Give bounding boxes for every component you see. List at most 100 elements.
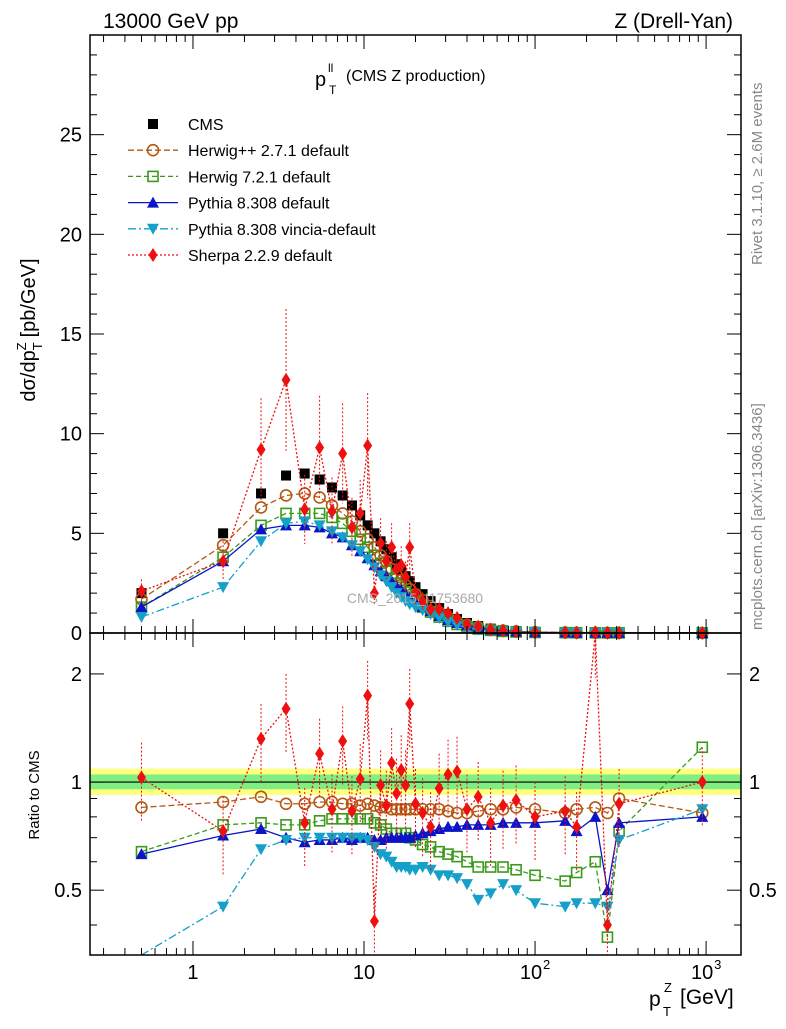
ratio-point — [572, 819, 582, 834]
ratio-ytick-label-right: 1 — [749, 772, 760, 794]
ratio-point — [418, 806, 428, 821]
ratio-point — [529, 898, 542, 910]
ratio-point — [327, 802, 337, 817]
data-point — [336, 532, 349, 544]
ratio-point — [217, 901, 230, 913]
series-herwig-7-2-1-default — [135, 507, 709, 639]
ratio-point — [570, 866, 583, 879]
data-point — [380, 576, 393, 588]
svg-text:ll: ll — [328, 61, 333, 75]
x-axis-label: p Z T [GeV] — [649, 980, 734, 1019]
main-title-sup: ll — [328, 61, 333, 75]
ratio-point — [452, 764, 462, 779]
ratio-point — [443, 767, 453, 782]
xlabel-sup: Z — [664, 980, 672, 995]
legend: CMS Herwig++ 2.7.1 default Herwig 7.2.1 de… — [128, 117, 376, 265]
ratio-point — [405, 696, 415, 711]
upper-ylabel-unit: [pb/GeV] — [18, 258, 40, 337]
header-left: 13000 GeV pp — [103, 10, 238, 33]
legend-marker — [147, 223, 159, 235]
svg-text:T: T — [663, 1004, 671, 1019]
data-point — [346, 500, 357, 511]
header-right: Z (Drell-Yan) — [614, 10, 733, 33]
ratio-point — [460, 879, 473, 891]
data-point — [473, 619, 483, 634]
ratio-point — [361, 797, 374, 811]
ratio-point — [135, 801, 148, 814]
ratio-point — [589, 898, 602, 910]
data-point — [313, 520, 326, 532]
data-point — [256, 442, 266, 457]
data-point — [313, 507, 326, 520]
xlabel-sub: T — [663, 1004, 671, 1019]
legend-marker — [147, 170, 159, 183]
ratio-point — [313, 815, 326, 827]
legend-marker — [147, 196, 159, 208]
ratio-point — [461, 855, 473, 868]
data-point — [300, 502, 310, 517]
svg-text:(CMS Z production): (CMS Z production) — [346, 68, 486, 85]
ratio-point — [361, 813, 374, 825]
legend-label: Pythia 8.308 default — [188, 196, 330, 213]
data-point — [255, 536, 268, 548]
ratio-point — [472, 818, 485, 830]
ratio-ytick-label: 1 — [71, 772, 82, 794]
ratio-series-sherpa-2-2-9-default — [136, 626, 707, 955]
data-point — [279, 489, 293, 502]
data-point — [374, 570, 387, 582]
ratio-series-pythia-8-308-vincia-default — [141, 804, 709, 956]
data-point — [369, 528, 380, 539]
data-point — [361, 554, 374, 566]
data-point — [451, 620, 464, 632]
legend-item-pythia-8-308-default: Pythia 8.308 default — [128, 196, 330, 213]
data-point — [218, 554, 228, 569]
svg-text:p: p — [649, 988, 661, 1011]
main-title-sub: T — [329, 83, 337, 97]
ratio-point — [409, 864, 422, 876]
main-title-symbol: p — [315, 69, 326, 91]
xtick-exponent: 3 — [714, 957, 721, 972]
ratio-ytick-label: 2 — [71, 664, 82, 686]
ratio-point — [255, 844, 268, 856]
ratio-point — [511, 793, 521, 808]
ratio-point — [355, 771, 365, 786]
ratio-point — [411, 796, 420, 811]
data-point — [416, 605, 429, 617]
data-point — [362, 520, 373, 531]
main-title-text: (CMS Z production) — [346, 68, 486, 85]
ratio-point — [392, 786, 402, 801]
ratio-point — [473, 789, 483, 804]
ratio-ytick-label: 0.5 — [54, 880, 82, 902]
ratio-point — [376, 778, 386, 793]
ratio-point — [136, 770, 146, 785]
data-point — [385, 582, 398, 594]
ratio-point — [442, 870, 455, 882]
data-point — [387, 540, 397, 555]
ratio-point — [510, 863, 522, 876]
ratio-point — [281, 701, 291, 716]
legend-label: Herwig++ 2.7.1 default — [188, 143, 350, 160]
ratio-ytick-label-right: 0.5 — [749, 880, 777, 902]
ratio-point — [424, 802, 437, 816]
ratio-point — [697, 775, 707, 790]
ratio-point — [326, 832, 339, 844]
data-point — [433, 613, 446, 625]
xtick-label: 10 — [691, 962, 713, 984]
upper-ylabel-sup: Z — [14, 342, 29, 350]
ratio-point — [401, 778, 411, 793]
lower-y-axis-label: Ratio to CMS — [26, 750, 43, 839]
ratio-point — [601, 806, 614, 820]
rivet-side-label: Rivet 3.1.10, ≥ 2.6M events — [749, 83, 766, 266]
svg-text:[GeV]: [GeV] — [680, 986, 734, 1009]
ratio-point — [315, 746, 325, 761]
ratio-point — [462, 802, 472, 817]
ratio-point — [433, 823, 446, 835]
data-point — [452, 611, 462, 626]
legend-item-sherpa-2-2-9-default: Sherpa 2.2.9 default — [128, 248, 333, 265]
data-point — [280, 518, 293, 530]
data-point — [327, 504, 337, 519]
data-point — [135, 612, 148, 624]
ratio-point — [279, 797, 293, 811]
ratio-point — [434, 781, 444, 796]
